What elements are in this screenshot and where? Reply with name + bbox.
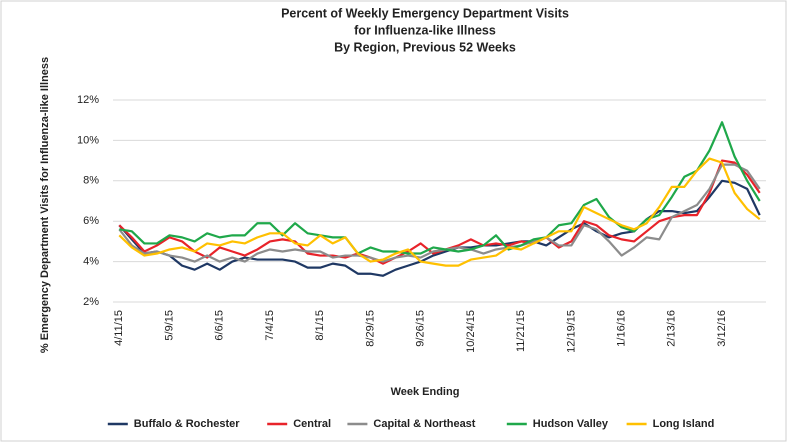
y-axis-title: % Emergency Department Visits for Influe… [39, 57, 51, 353]
legend-label: Capital & Northeast [373, 418, 475, 430]
legend-label: Long Island [653, 418, 715, 430]
legend-label: Central [293, 418, 331, 430]
x-tick-label: 7/4/15 [264, 310, 276, 341]
x-tick-label: 8/1/15 [314, 310, 326, 341]
x-tick-label: 6/6/15 [214, 310, 226, 341]
x-tick-label: 8/29/15 [364, 310, 376, 347]
chart-title: for Influenza-like Illness [354, 23, 496, 37]
chart-title: By Region, Previous 52 Weeks [334, 40, 516, 54]
legend-label: Hudson Valley [533, 418, 609, 430]
x-axis-title: Week Ending [391, 386, 460, 398]
x-tick-label: 9/26/15 [415, 310, 427, 347]
x-tick-label: 3/12/16 [716, 310, 728, 347]
y-tick-label: 10% [77, 134, 99, 146]
x-tick-label: 11/21/15 [515, 310, 527, 352]
chart-title: Percent of Weekly Emergency Department V… [281, 6, 569, 20]
y-tick-label: 12% [77, 94, 99, 106]
x-tick-label: 1/16/16 [615, 310, 627, 347]
y-tick-label: 4% [83, 256, 99, 268]
x-tick-label: 2/13/16 [666, 310, 678, 347]
x-tick-label: 10/24/15 [465, 310, 477, 353]
y-tick-label: 2% [83, 296, 99, 308]
x-tick-label: 12/19/15 [565, 310, 577, 353]
x-tick-label: 5/9/15 [163, 310, 175, 341]
x-tick-label: 4/11/15 [113, 310, 125, 346]
series-line [118, 163, 761, 263]
y-tick-label: 6% [83, 215, 99, 227]
y-tick-label: 8% [83, 175, 99, 187]
series-line [119, 121, 761, 255]
series-line [118, 157, 761, 267]
legend-label: Buffalo & Rochester [134, 418, 240, 430]
